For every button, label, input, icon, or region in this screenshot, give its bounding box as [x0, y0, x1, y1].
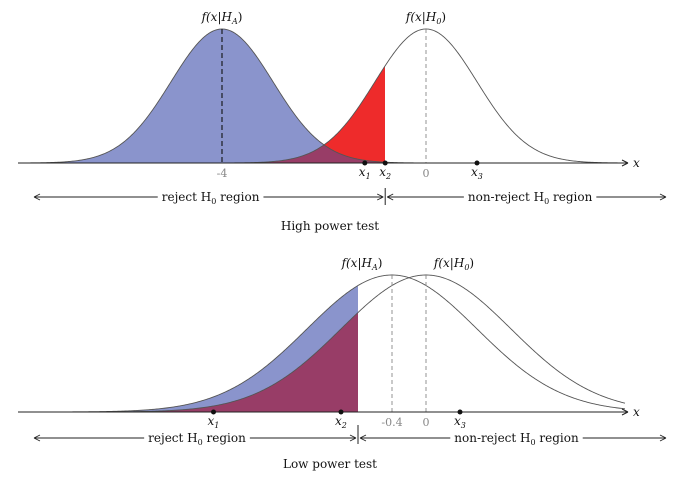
h0-curve-label: f(x|H0) — [433, 256, 474, 272]
reject-region-arrow — [33, 434, 357, 442]
point-x3 — [457, 409, 463, 415]
tick-label-mean-a: -0.4 — [381, 416, 402, 429]
tick-label-mean-a: -4 — [217, 167, 228, 180]
nonreject-region-label: non-reject H0 region — [454, 431, 579, 447]
hA-density-curve — [18, 274, 626, 413]
panel-high-power: x x1 x2 x3 -4 0 f(x|HA) f(x|H0) reject H… — [17, 10, 667, 233]
hA-density-reject-area — [18, 29, 385, 163]
point-label-x1: x1 — [208, 414, 220, 430]
panel-title-low-power: Low power test — [283, 457, 377, 471]
point-x2 — [382, 160, 388, 166]
nonreject-region-label: non-reject H0 region — [468, 190, 593, 206]
point-x2 — [338, 409, 344, 415]
x-axis-label: x — [633, 405, 640, 419]
h0-curve-label: f(x|H0) — [405, 10, 446, 26]
point-label-x3: x3 — [471, 165, 483, 181]
point-label-x2: x2 — [379, 165, 391, 181]
reject-region-arrow — [33, 193, 384, 201]
overlap-area — [18, 144, 385, 163]
nonreject-region-arrow — [359, 434, 667, 442]
x-axis-arrowhead — [621, 408, 629, 416]
x-axis-arrowhead — [621, 159, 629, 167]
reject-region-label: reject H0 region — [148, 431, 246, 447]
panel-title-high-power: High power test — [281, 219, 379, 233]
point-label-x1: x1 — [359, 165, 371, 181]
point-x3 — [474, 160, 480, 166]
point-x1 — [211, 409, 216, 415]
reject-region-label: reject H0 region — [162, 190, 260, 206]
nonreject-region-arrow — [386, 193, 667, 201]
point-label-x2: x2 — [335, 414, 347, 430]
point-label-x3: x3 — [454, 414, 466, 430]
tick-label-mean-0: 0 — [423, 167, 430, 180]
x-axis-label: x — [633, 156, 640, 170]
tick-label-mean-0: 0 — [423, 416, 430, 429]
h0-density-reject-area — [18, 66, 385, 163]
hA-curve-label: f(x|HA) — [341, 256, 383, 272]
point-x1 — [362, 160, 368, 166]
panel-low-power: x x1 x2 x3 -0.4 0 f(x|HA) f(x|H0) reject… — [18, 256, 667, 471]
hA-density-curve — [17, 28, 625, 164]
hA-curve-label: f(x|HA) — [201, 10, 243, 26]
overlap-area — [18, 312, 358, 412]
hA-density-reject-area — [18, 285, 358, 412]
